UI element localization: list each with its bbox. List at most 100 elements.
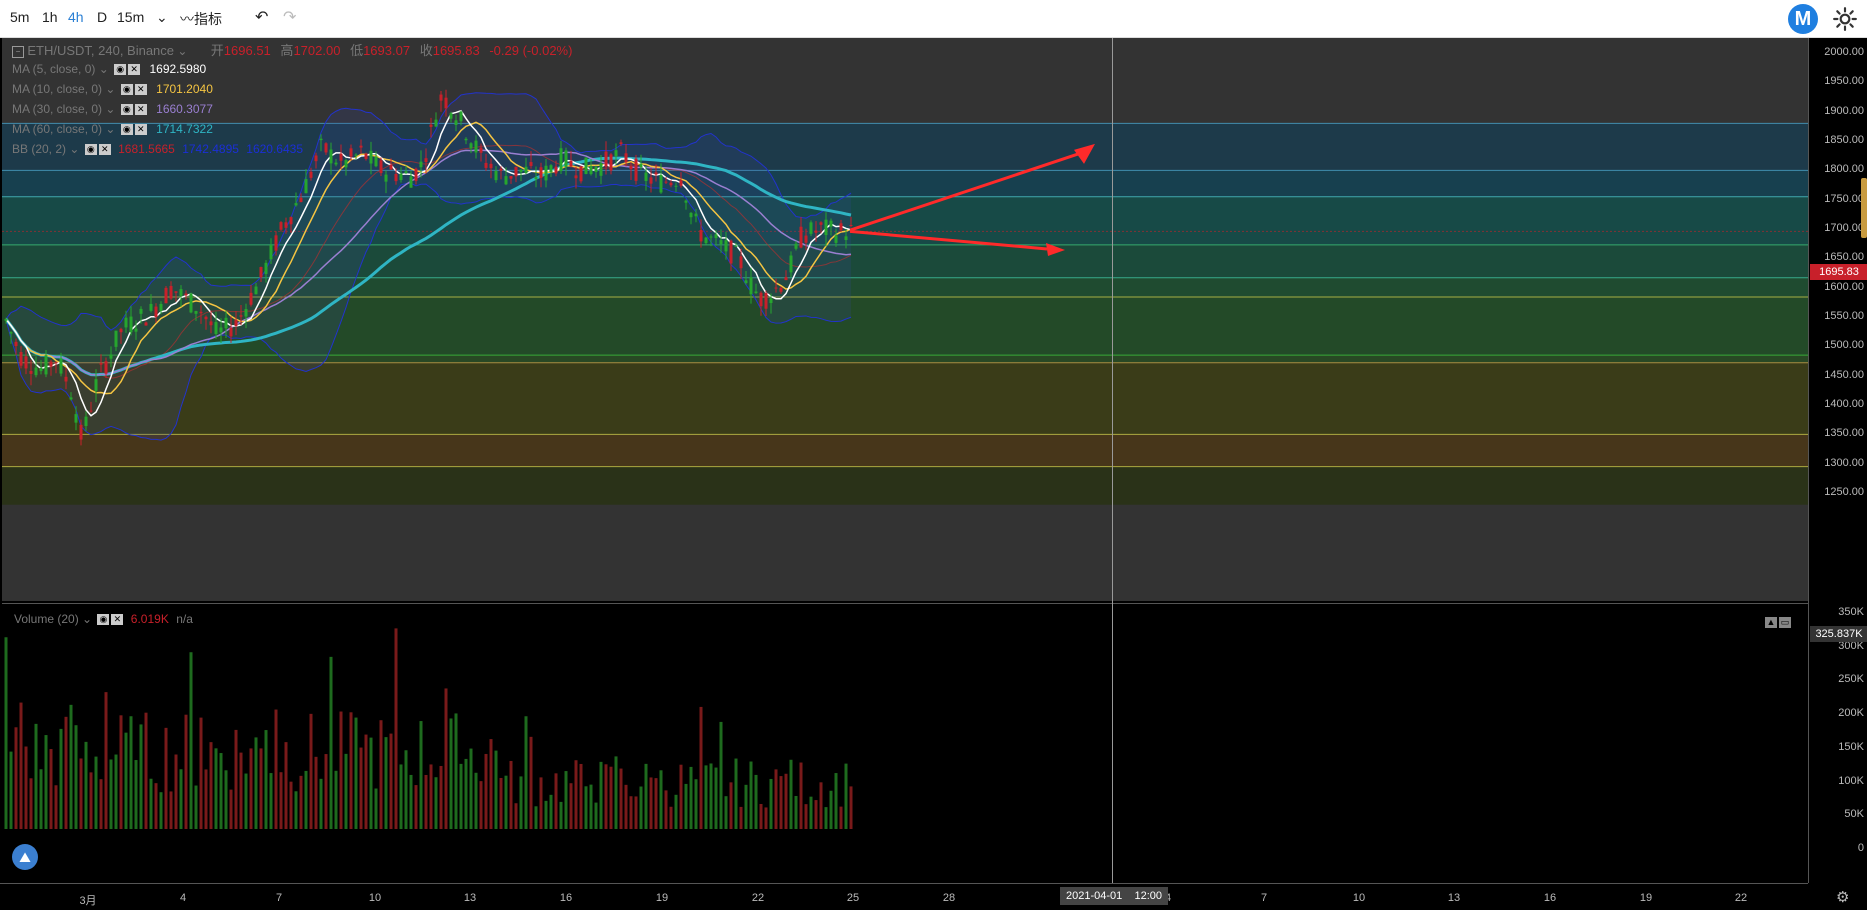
eye-icon[interactable]: ◉ xyxy=(120,84,133,96)
ma-label: MA (60, close, 0) xyxy=(12,122,103,136)
interval-15m[interactable]: 15m xyxy=(117,9,145,25)
candle xyxy=(699,219,703,248)
candle-body xyxy=(294,203,298,206)
pane-maximize-icon[interactable]: ▭ xyxy=(1779,617,1791,629)
bb-legend[interactable]: BB (20, 2) ⌄ ◉ ✕ 1681.5665 1742.4895 1620… xyxy=(12,142,303,156)
candle-body xyxy=(229,327,233,337)
volume-tick-label: 50K xyxy=(1844,808,1864,821)
candle-body xyxy=(644,172,648,182)
close-icon[interactable]: ✕ xyxy=(128,64,141,76)
scroll-handle[interactable] xyxy=(1861,178,1867,238)
price-axis[interactable]: 2000.00 1950.00 1900.00 1850.00 1800.00 1750.… xyxy=(1808,38,1867,883)
ma-legend[interactable]: MA (5, close, 0) ⌄ ◉ ✕ 1692.5980 xyxy=(12,62,206,76)
ma-chevron-icon[interactable]: ⌄ xyxy=(105,122,116,136)
time-axis[interactable]: 3月4710131619222528471013161922 2021-04-0… xyxy=(0,883,1849,910)
ma-legend[interactable]: MA (10, close, 0) ⌄ ◉ ✕ 1701.2040 xyxy=(12,82,213,96)
price-chart-canvas[interactable] xyxy=(2,38,1808,601)
close-icon[interactable]: ✕ xyxy=(111,614,124,626)
eye-icon[interactable]: ◉ xyxy=(120,124,133,136)
fib-zone xyxy=(2,466,1808,505)
candle xyxy=(154,303,158,323)
candle-body xyxy=(849,225,853,227)
candle-body xyxy=(739,256,743,269)
candle xyxy=(184,290,188,300)
eye-icon[interactable]: ◉ xyxy=(97,614,110,626)
candle xyxy=(599,154,603,184)
volume-bar xyxy=(29,778,33,829)
eye-icon[interactable]: ◉ xyxy=(120,104,133,116)
candle xyxy=(384,170,388,194)
candle xyxy=(174,291,178,302)
candle-body xyxy=(144,322,148,326)
ma-legend[interactable]: MA (30, close, 0) ⌄ ◉ ✕ 1660.3077 xyxy=(12,102,213,116)
ma-chevron-icon[interactable]: ⌄ xyxy=(105,82,116,96)
volume-na: n/a xyxy=(176,612,193,626)
volume-bar xyxy=(324,754,328,829)
candle xyxy=(179,285,183,307)
eye-icon[interactable]: ◉ xyxy=(84,144,97,156)
indicators-button[interactable]: 〰指标 xyxy=(180,9,222,29)
close-icon[interactable]: ✕ xyxy=(134,84,147,96)
symbol-chevron-icon[interactable]: ⌄ xyxy=(177,44,188,58)
crosshair-time-tag: 2021-04-01 12:00 xyxy=(1060,887,1169,905)
candle xyxy=(204,315,208,330)
candle-body xyxy=(114,330,118,347)
fib-zone xyxy=(2,434,1808,467)
gear-icon[interactable] xyxy=(1832,6,1858,32)
pane-up-icon[interactable]: ▲ xyxy=(1765,617,1777,629)
candle-body xyxy=(329,149,333,164)
close-icon[interactable]: ✕ xyxy=(134,124,147,136)
candle xyxy=(474,135,478,159)
candle xyxy=(734,242,738,247)
volume-bar xyxy=(479,781,483,829)
candle-body xyxy=(319,138,323,141)
ma-chevron-icon[interactable]: ⌄ xyxy=(98,62,109,76)
volume-tick-label: 250K xyxy=(1838,673,1864,686)
tradingview-logo-icon[interactable]: ⛰ xyxy=(12,844,38,870)
candle-body xyxy=(389,164,393,170)
axis-settings-gear-icon[interactable]: ⚙ xyxy=(1836,889,1850,906)
volume-canvas[interactable] xyxy=(2,604,1808,884)
volume-bar xyxy=(809,796,813,829)
volume-bar xyxy=(239,752,243,829)
volume-legend[interactable]: Volume (20) ⌄ ◉ ✕ 6.019K n/a xyxy=(14,612,193,626)
candle xyxy=(759,291,763,316)
symbol-label[interactable]: ETH/USDT, 240, Binance xyxy=(27,43,175,58)
ma-legend[interactable]: MA (60, close, 0) ⌄ ◉ ✕ 1714.7322 xyxy=(12,122,213,136)
candle xyxy=(569,150,573,168)
close-icon[interactable]: ✕ xyxy=(98,144,111,156)
candle xyxy=(539,162,543,188)
interval-4h[interactable]: 4h xyxy=(68,9,84,25)
candle-body xyxy=(489,163,493,169)
interval-5m[interactable]: 5m xyxy=(10,9,30,25)
candle xyxy=(749,267,753,304)
redo-icon[interactable]: ↷ xyxy=(283,9,297,26)
price-chart[interactable]: − ETH/USDT, 240, Binance ⌄ 开1696.51 高170… xyxy=(2,38,1808,601)
candle xyxy=(809,220,813,237)
volume-bar xyxy=(619,768,623,829)
pane-controls: ▲ ▭ xyxy=(1763,614,1791,632)
bb-lower-value: 1620.6435 xyxy=(246,142,304,156)
ma-chevron-icon[interactable]: ⌄ xyxy=(105,102,116,116)
undo-icon[interactable]: ↶ xyxy=(255,9,269,26)
interval-d[interactable]: D xyxy=(97,9,108,25)
close-icon[interactable]: ✕ xyxy=(134,104,147,116)
eye-icon[interactable]: ◉ xyxy=(114,64,127,76)
price-tick-label: 1850.00 xyxy=(1824,134,1864,146)
candle xyxy=(574,166,578,189)
candle-body xyxy=(819,222,823,225)
candle xyxy=(664,177,668,185)
volume-bar xyxy=(244,773,248,829)
volume-label: Volume (20) xyxy=(14,612,79,626)
interval-dropdown-chevron-icon[interactable]: ⌄ xyxy=(156,9,168,25)
candle xyxy=(484,153,488,171)
candle xyxy=(69,392,73,401)
volume-bar xyxy=(259,748,263,829)
candle xyxy=(39,360,43,375)
volume-bar xyxy=(194,785,198,829)
collapse-icon[interactable]: − xyxy=(12,45,24,58)
candle-body xyxy=(339,153,343,161)
volume-chart[interactable]: Volume (20) ⌄ ◉ ✕ 6.019K n/a ▲ ▭ ⛰ xyxy=(2,603,1808,884)
interval-1h[interactable]: 1h xyxy=(42,9,58,25)
candle-body xyxy=(4,319,8,321)
